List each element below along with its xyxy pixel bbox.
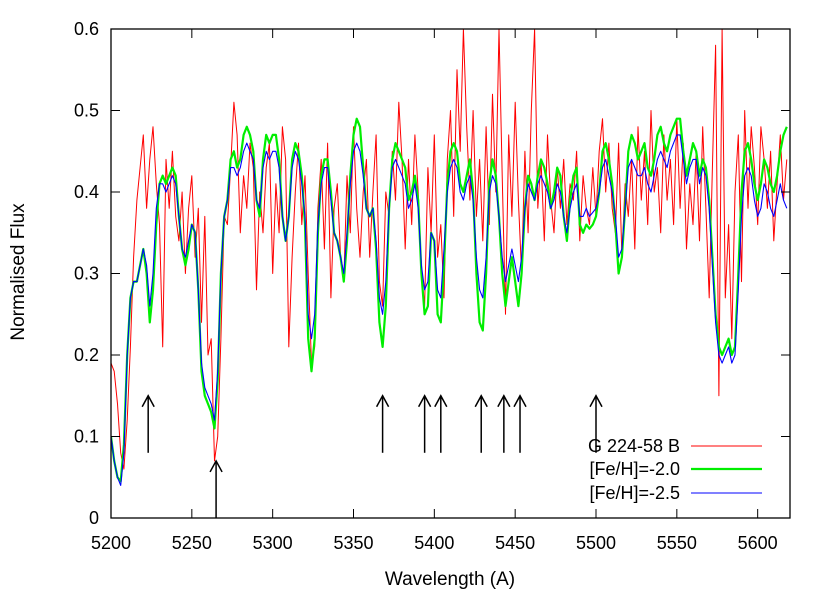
- feature-arrow: [513, 394, 527, 453]
- legend-label-3: [Fe/H]=-2.5: [589, 483, 680, 503]
- feature-arrow: [141, 394, 155, 453]
- x-tick-label: 5450: [495, 533, 535, 553]
- series-layer: [111, 29, 788, 486]
- feature-arrow: [434, 394, 448, 453]
- series-line-1: [111, 29, 788, 470]
- y-tick-label: 0.4: [74, 182, 99, 202]
- y-tick-label: 0.2: [74, 345, 99, 365]
- feature-arrow: [589, 394, 603, 453]
- feature-arrow: [474, 394, 488, 453]
- legend-label-2: [Fe/H]=-2.0: [589, 459, 680, 479]
- legend: G 224-58 B [Fe/H]=-2.0 [Fe/H]=-2.5: [588, 436, 762, 503]
- x-tick-label: 5350: [333, 533, 373, 553]
- x-tick-label: 5250: [172, 533, 212, 553]
- feature-arrow: [417, 394, 432, 453]
- y-tick-label: 0.3: [74, 264, 99, 284]
- plot-frame: [110, 28, 791, 519]
- x-tick-label: 5550: [657, 533, 697, 553]
- y-tick-label: 0: [89, 508, 99, 528]
- series-line-3: [111, 134, 788, 486]
- x-tick-label: 5600: [738, 533, 778, 553]
- x-tick-label: 5400: [414, 533, 454, 553]
- feature-arrow: [375, 394, 390, 453]
- feature-arrow: [497, 394, 511, 453]
- y-axis-label: Normalised Flux: [8, 203, 29, 341]
- x-axis-label: Wavelength (A): [385, 569, 515, 590]
- feature-arrow: [209, 459, 223, 518]
- x-tick-label: 5500: [576, 533, 616, 553]
- x-tick-label: 5200: [91, 533, 131, 553]
- axis-ticks: 5200 5250 5300 5350 5400 5450 5500 5550 5600 0 0.1…: [74, 19, 790, 553]
- y-tick-label: 0.5: [74, 101, 99, 121]
- legend-label-1: G 224-58 B: [588, 436, 680, 456]
- y-tick-label: 0.1: [74, 427, 99, 447]
- feature-arrows: [141, 394, 603, 518]
- y-tick-label: 0.6: [74, 19, 99, 39]
- x-tick-label: 5300: [253, 533, 293, 553]
